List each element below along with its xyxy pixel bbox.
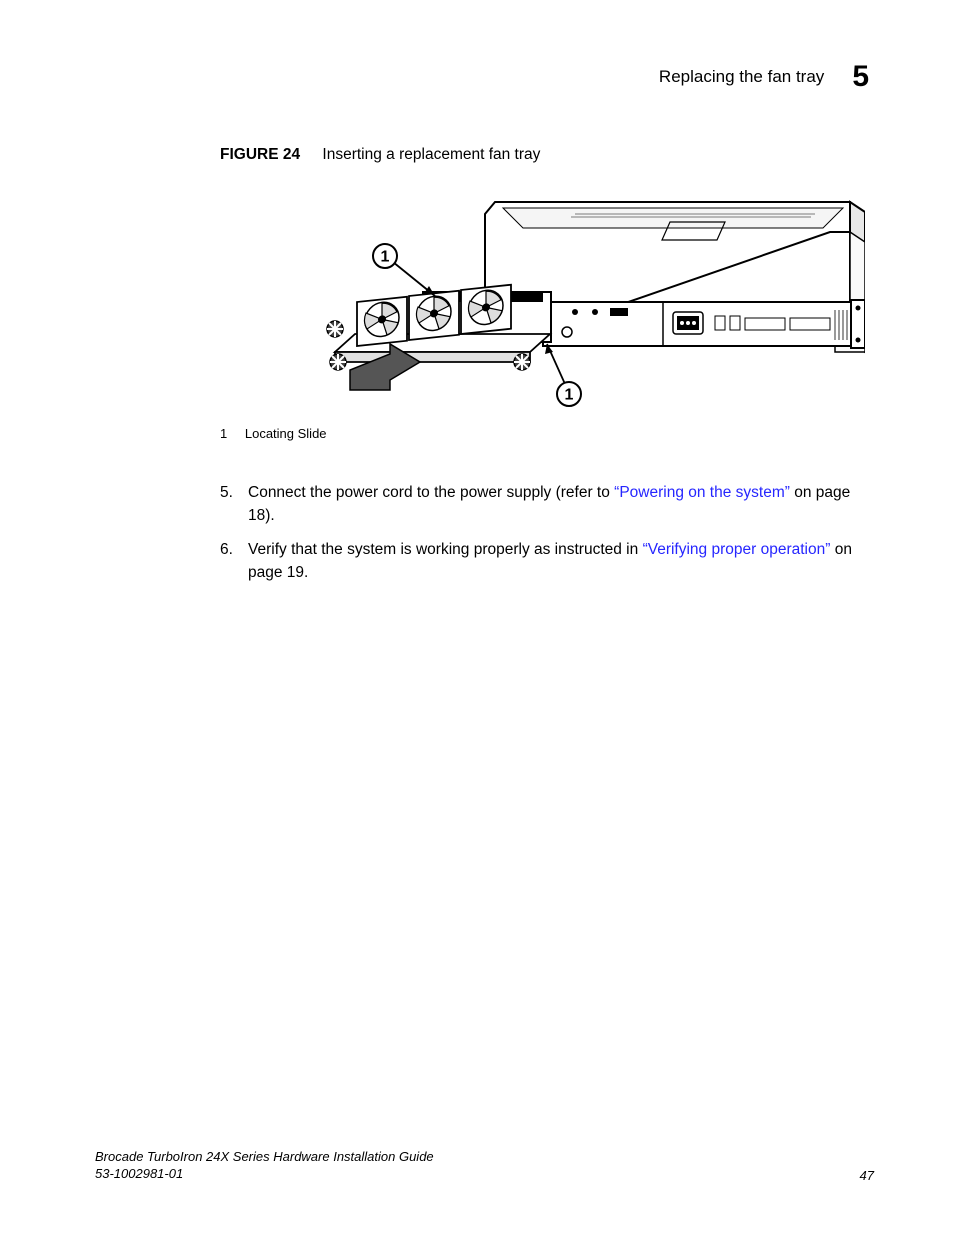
step-item: 6. Verify that the system is working pro… [220, 538, 874, 585]
step-pre: Connect the power cord to the power supp… [248, 484, 614, 501]
chapter-number: 5 [852, 60, 869, 94]
step-list: 5. Connect the power cord to the power s… [220, 481, 874, 584]
page-container: Replacing the fan tray 5 FIGURE 24 Inser… [0, 0, 954, 1235]
step-text: Connect the power cord to the power supp… [248, 481, 874, 528]
footer-page-number: 47 [860, 1168, 874, 1183]
thumbscrew-icon [327, 321, 343, 337]
svg-text:1: 1 [381, 249, 390, 266]
callout-1-top: 1 [373, 244, 435, 296]
thumbscrew-icon [330, 354, 346, 370]
step-item: 5. Connect the power cord to the power s… [220, 481, 874, 528]
link-powering-on[interactable]: “Powering on the system” [614, 484, 790, 501]
figure-label: FIGURE 24 [220, 146, 300, 163]
page-header: Replacing the fan tray 5 [95, 60, 874, 94]
svg-text:1: 1 [565, 387, 574, 404]
step-number: 5. [220, 481, 248, 528]
figure-caption: Inserting a replacement fan tray [322, 146, 540, 163]
link-verifying-operation[interactable]: “Verifying proper operation” [643, 541, 831, 558]
fan-tray-diagram: 1 1 [275, 184, 865, 414]
step-pre: Verify that the system is working proper… [248, 541, 643, 558]
step-number: 6. [220, 538, 248, 585]
footer-title: Brocade TurboIron 24X Series Hardware In… [95, 1149, 434, 1166]
figure-legend: 1 Locating Slide [220, 426, 874, 441]
thumbscrew-icon [514, 354, 530, 370]
legend-text: Locating Slide [245, 426, 327, 441]
figure-caption-line: FIGURE 24 Inserting a replacement fan tr… [220, 146, 874, 164]
footer-docnum: 53-1002981-01 [95, 1166, 434, 1183]
section-title: Replacing the fan tray [659, 67, 824, 87]
legend-number: 1 [220, 426, 227, 441]
footer-left: Brocade TurboIron 24X Series Hardware In… [95, 1149, 434, 1183]
step-text: Verify that the system is working proper… [248, 538, 874, 585]
page-footer: Brocade TurboIron 24X Series Hardware In… [95, 1149, 874, 1183]
callout-1-bottom: 1 [545, 344, 581, 406]
